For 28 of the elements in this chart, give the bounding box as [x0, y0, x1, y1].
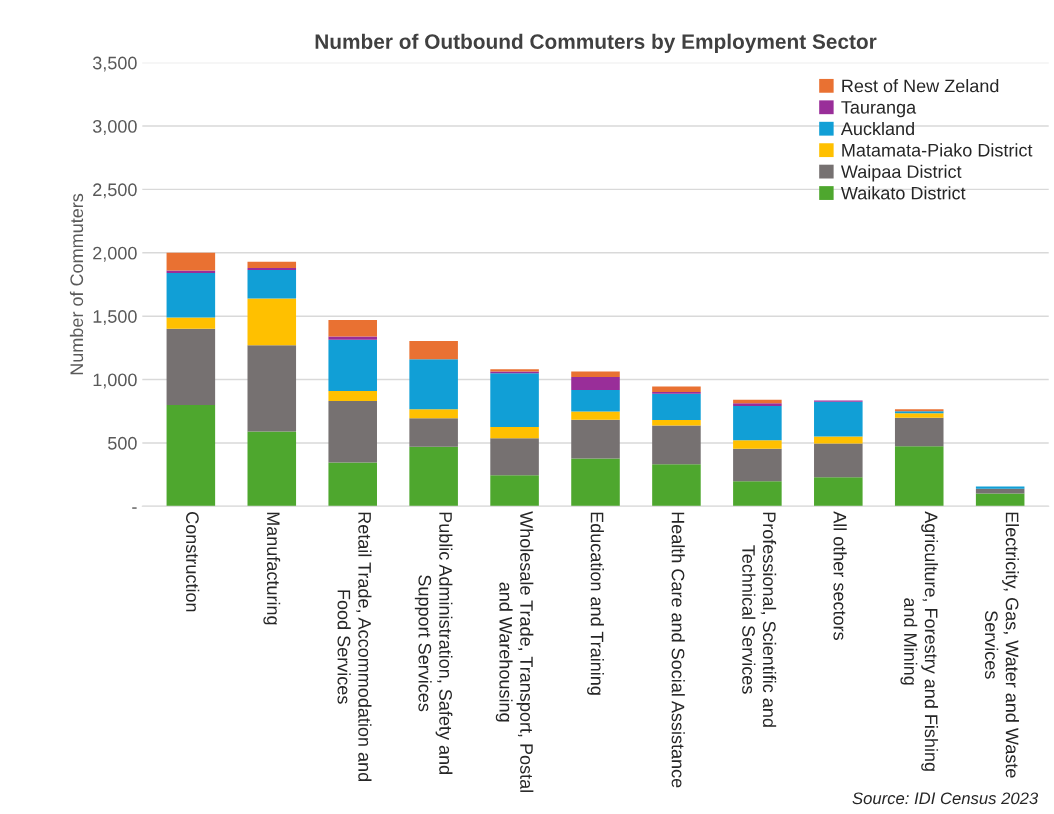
x-tick-label: Public Administration, Safety and Support Services [414, 512, 453, 774]
x-tick-label: Professional, Scientific and Technical Services [742, 512, 777, 727]
y-tick-label: 3,500 [92, 56, 137, 72]
legend-label: Waikato District [840, 186, 966, 200]
legend-label: Matamata-Piako District [842, 143, 1033, 157]
y-tick-label: 3,000 [92, 119, 137, 135]
y-tick-label: 500 [108, 436, 137, 450]
legend-label: Waipaa District [840, 164, 962, 182]
y-tick-label: 2,000 [93, 246, 137, 262]
legend-label: Rest of New Zeland [842, 79, 999, 93]
y-tick-label: 1,500 [93, 310, 137, 326]
x-tick-label: Health Care and Social Assistance [671, 512, 685, 788]
x-tick-label: Electricity, Gas, Water and Waste Services [984, 512, 1019, 778]
y-tick-label: 1,000 [93, 373, 137, 389]
y-tick-label: - [132, 507, 137, 509]
x-tick-label: Retail Trade, Accommodation and Food Services [337, 512, 372, 781]
x-tick-label: Manufacturing [263, 512, 281, 625]
legend-label: Auckland [840, 121, 914, 136]
legend-label: Tauranga [841, 101, 917, 118]
x-tick-label: Agriculture, Forestry and Fishing and Mining [900, 511, 939, 771]
y-axis-title: Number of Commuters [69, 193, 84, 375]
x-tick-label: Wholesale Trade, Transport, Postal and Warehousing [495, 511, 534, 792]
y-tick-label: 2,500 [93, 183, 137, 199]
x-tick-label: All other sectors [833, 511, 847, 640]
x-tick-label: Education and Training [587, 512, 604, 695]
chart-title: Number of Outbound Commuters by Employment Sector [315, 33, 877, 54]
x-tick-label: Construction [186, 512, 200, 612]
source-note: Source: IDI Census 2023 [852, 792, 1039, 805]
